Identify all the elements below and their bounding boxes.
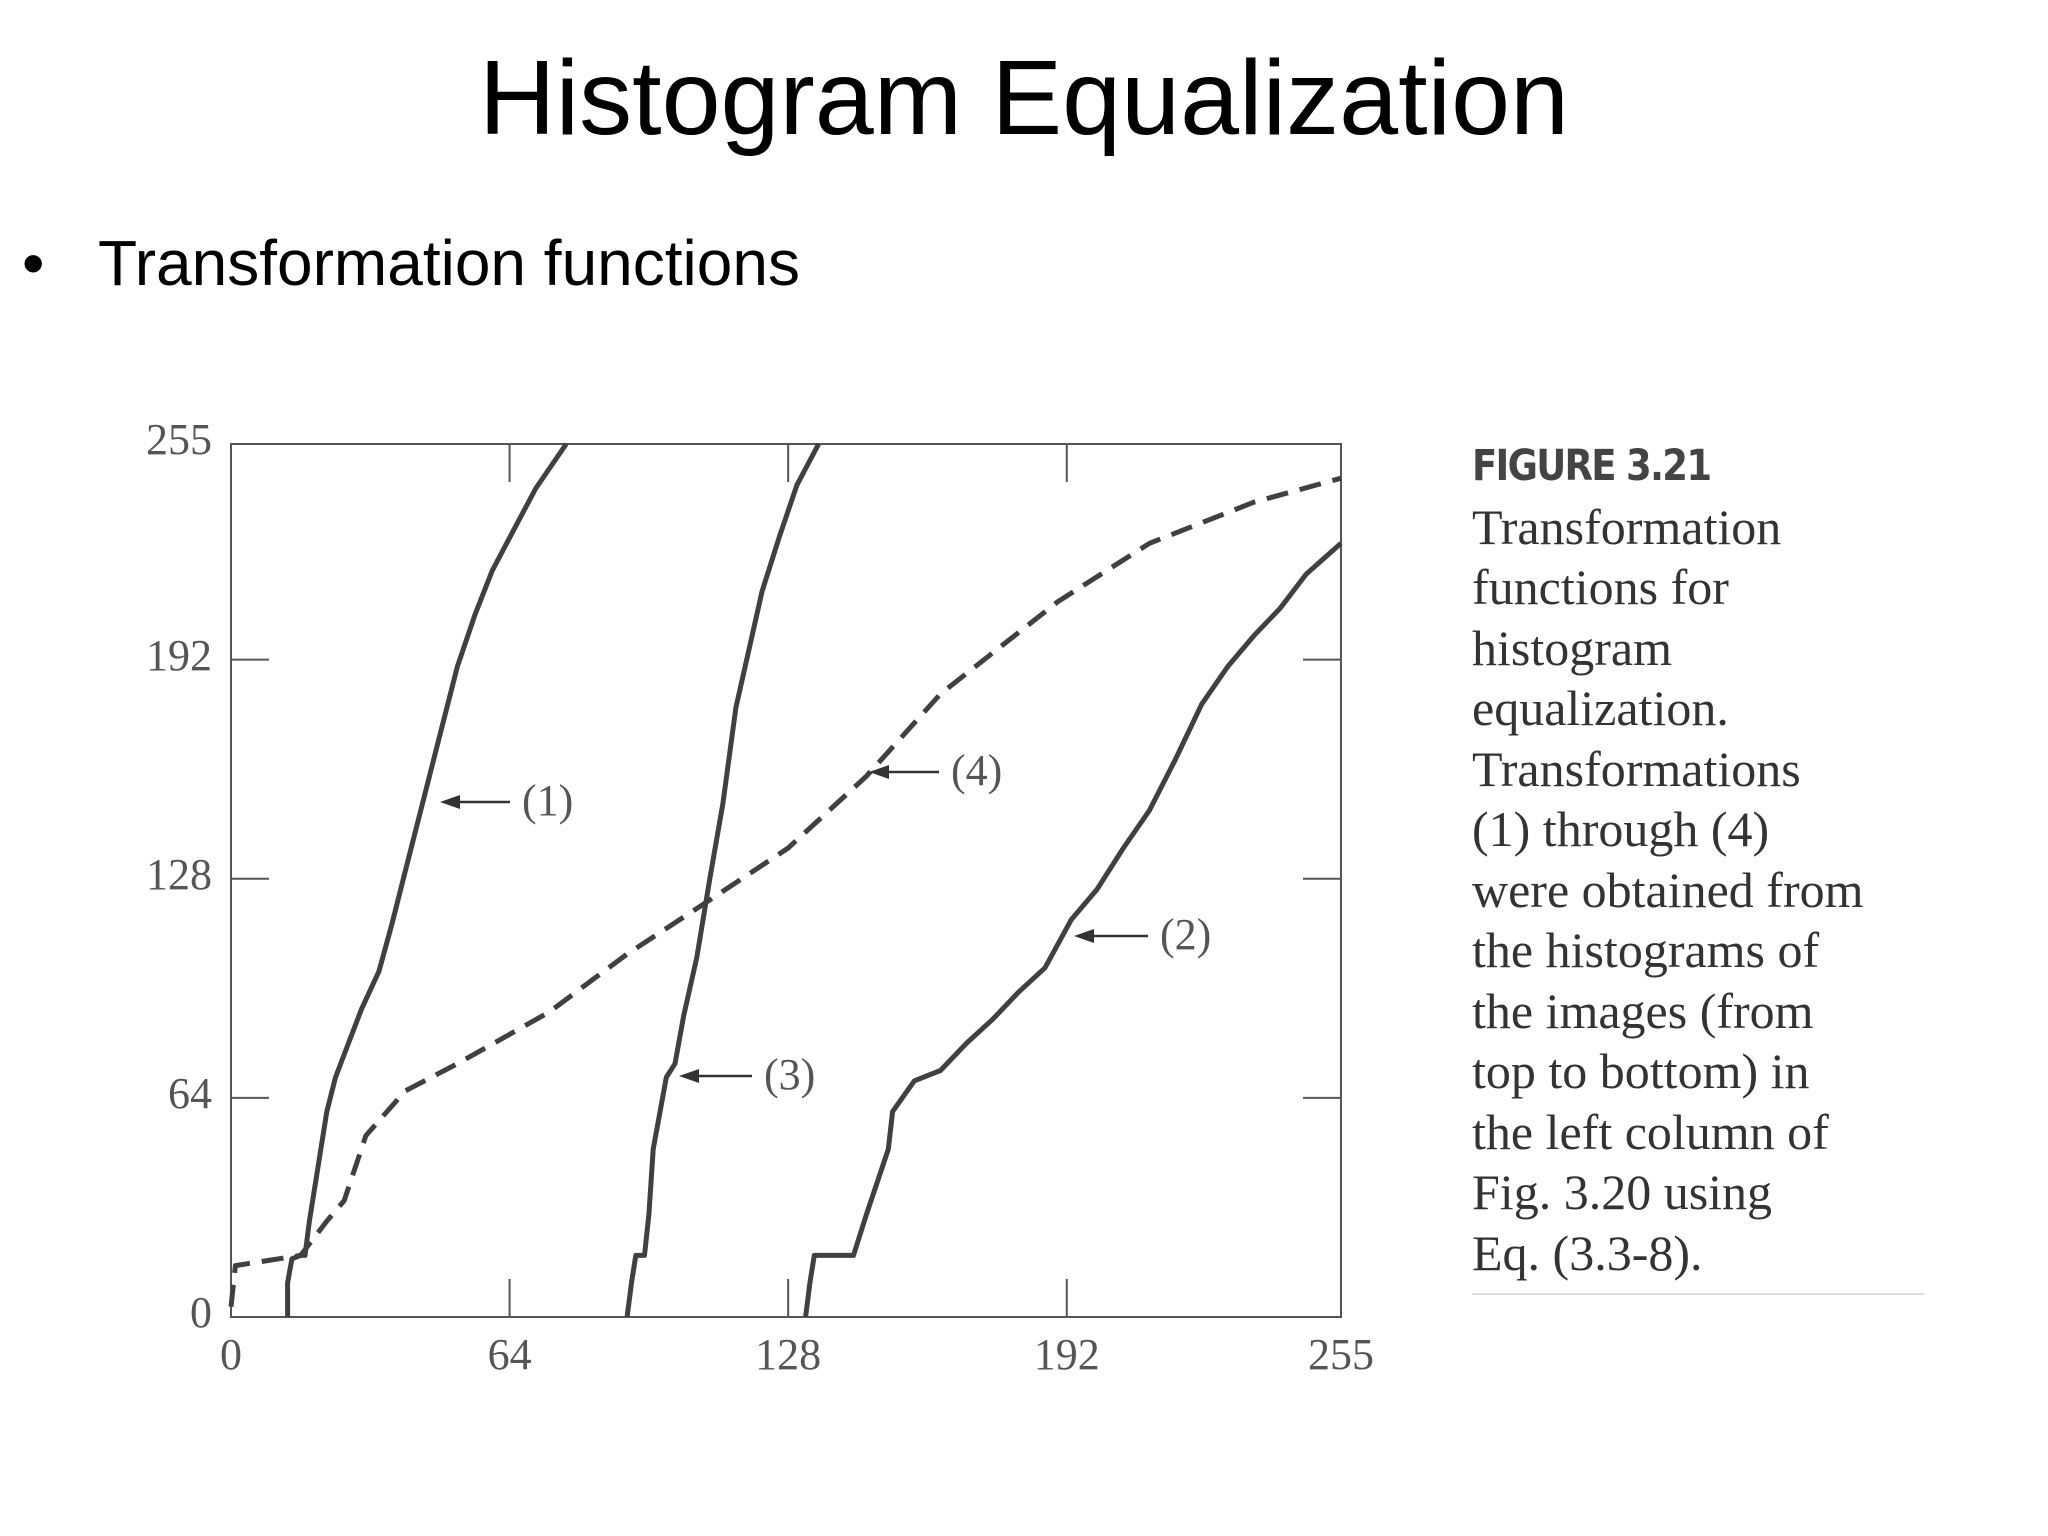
caption-line: Transformation: [1472, 498, 1782, 555]
curve: [624, 442, 821, 1318]
curve: [228, 475, 1342, 1307]
annotation-label: (1): [522, 776, 573, 825]
caption-line: (1) through (4): [1472, 801, 1770, 857]
curve: [803, 541, 1343, 1318]
annotation-label: (3): [764, 1050, 815, 1099]
caption-heading: FIGURE 3.21: [1472, 441, 1712, 491]
bullet-text: Transformation functions: [98, 227, 800, 299]
x-tick-label: 192: [1034, 1330, 1100, 1379]
caption-line: histogram: [1472, 619, 1672, 676]
curve: [285, 442, 569, 1317]
y-tick-label: 192: [146, 631, 212, 680]
figure-caption: FIGURE 3.21 Transformation functions for h…: [1472, 436, 1942, 1295]
caption-line: were obtained from: [1472, 861, 1864, 918]
caption-line: the histograms of: [1472, 922, 1820, 978]
plot-frame: [230, 443, 1342, 1318]
annotation-arrowhead: [869, 765, 889, 779]
caption-line: Fig. 3.20 using: [1472, 1164, 1773, 1220]
x-tick-label: 0: [220, 1330, 242, 1379]
caption-line: the left column of: [1472, 1103, 1829, 1160]
annotation-label: (2): [1160, 910, 1211, 959]
annotation-arrowhead: [679, 1069, 699, 1083]
caption-body: Transformation functions for histogram equa…: [1472, 497, 1942, 1284]
y-tick-label: 128: [146, 850, 212, 899]
annotation-arrowhead: [440, 795, 460, 809]
x-tick-label: 64: [488, 1330, 532, 1379]
x-tick-label: 255: [1308, 1330, 1374, 1379]
annotation-arrowhead: [1074, 929, 1094, 943]
caption-line: Transformations: [1472, 740, 1801, 797]
caption-line: equalization.: [1472, 680, 1729, 736]
y-tick-label: 0: [190, 1288, 212, 1337]
caption-rule: [1472, 1293, 1924, 1295]
slide-title: Histogram Equalization: [479, 39, 1569, 157]
bullet-item: • Transformation functions: [22, 227, 800, 299]
caption-line: the images (from: [1472, 982, 1814, 1039]
y-tick-label: 64: [168, 1069, 212, 1118]
y-tick-label: 255: [146, 415, 212, 464]
caption-line: functions for: [1472, 559, 1729, 615]
x-tick-label: 128: [755, 1330, 821, 1379]
caption-line: Eq. (3.3-8).: [1472, 1224, 1703, 1281]
caption-line: top to bottom) in: [1472, 1043, 1810, 1099]
annotation-label: (4): [951, 746, 1002, 795]
